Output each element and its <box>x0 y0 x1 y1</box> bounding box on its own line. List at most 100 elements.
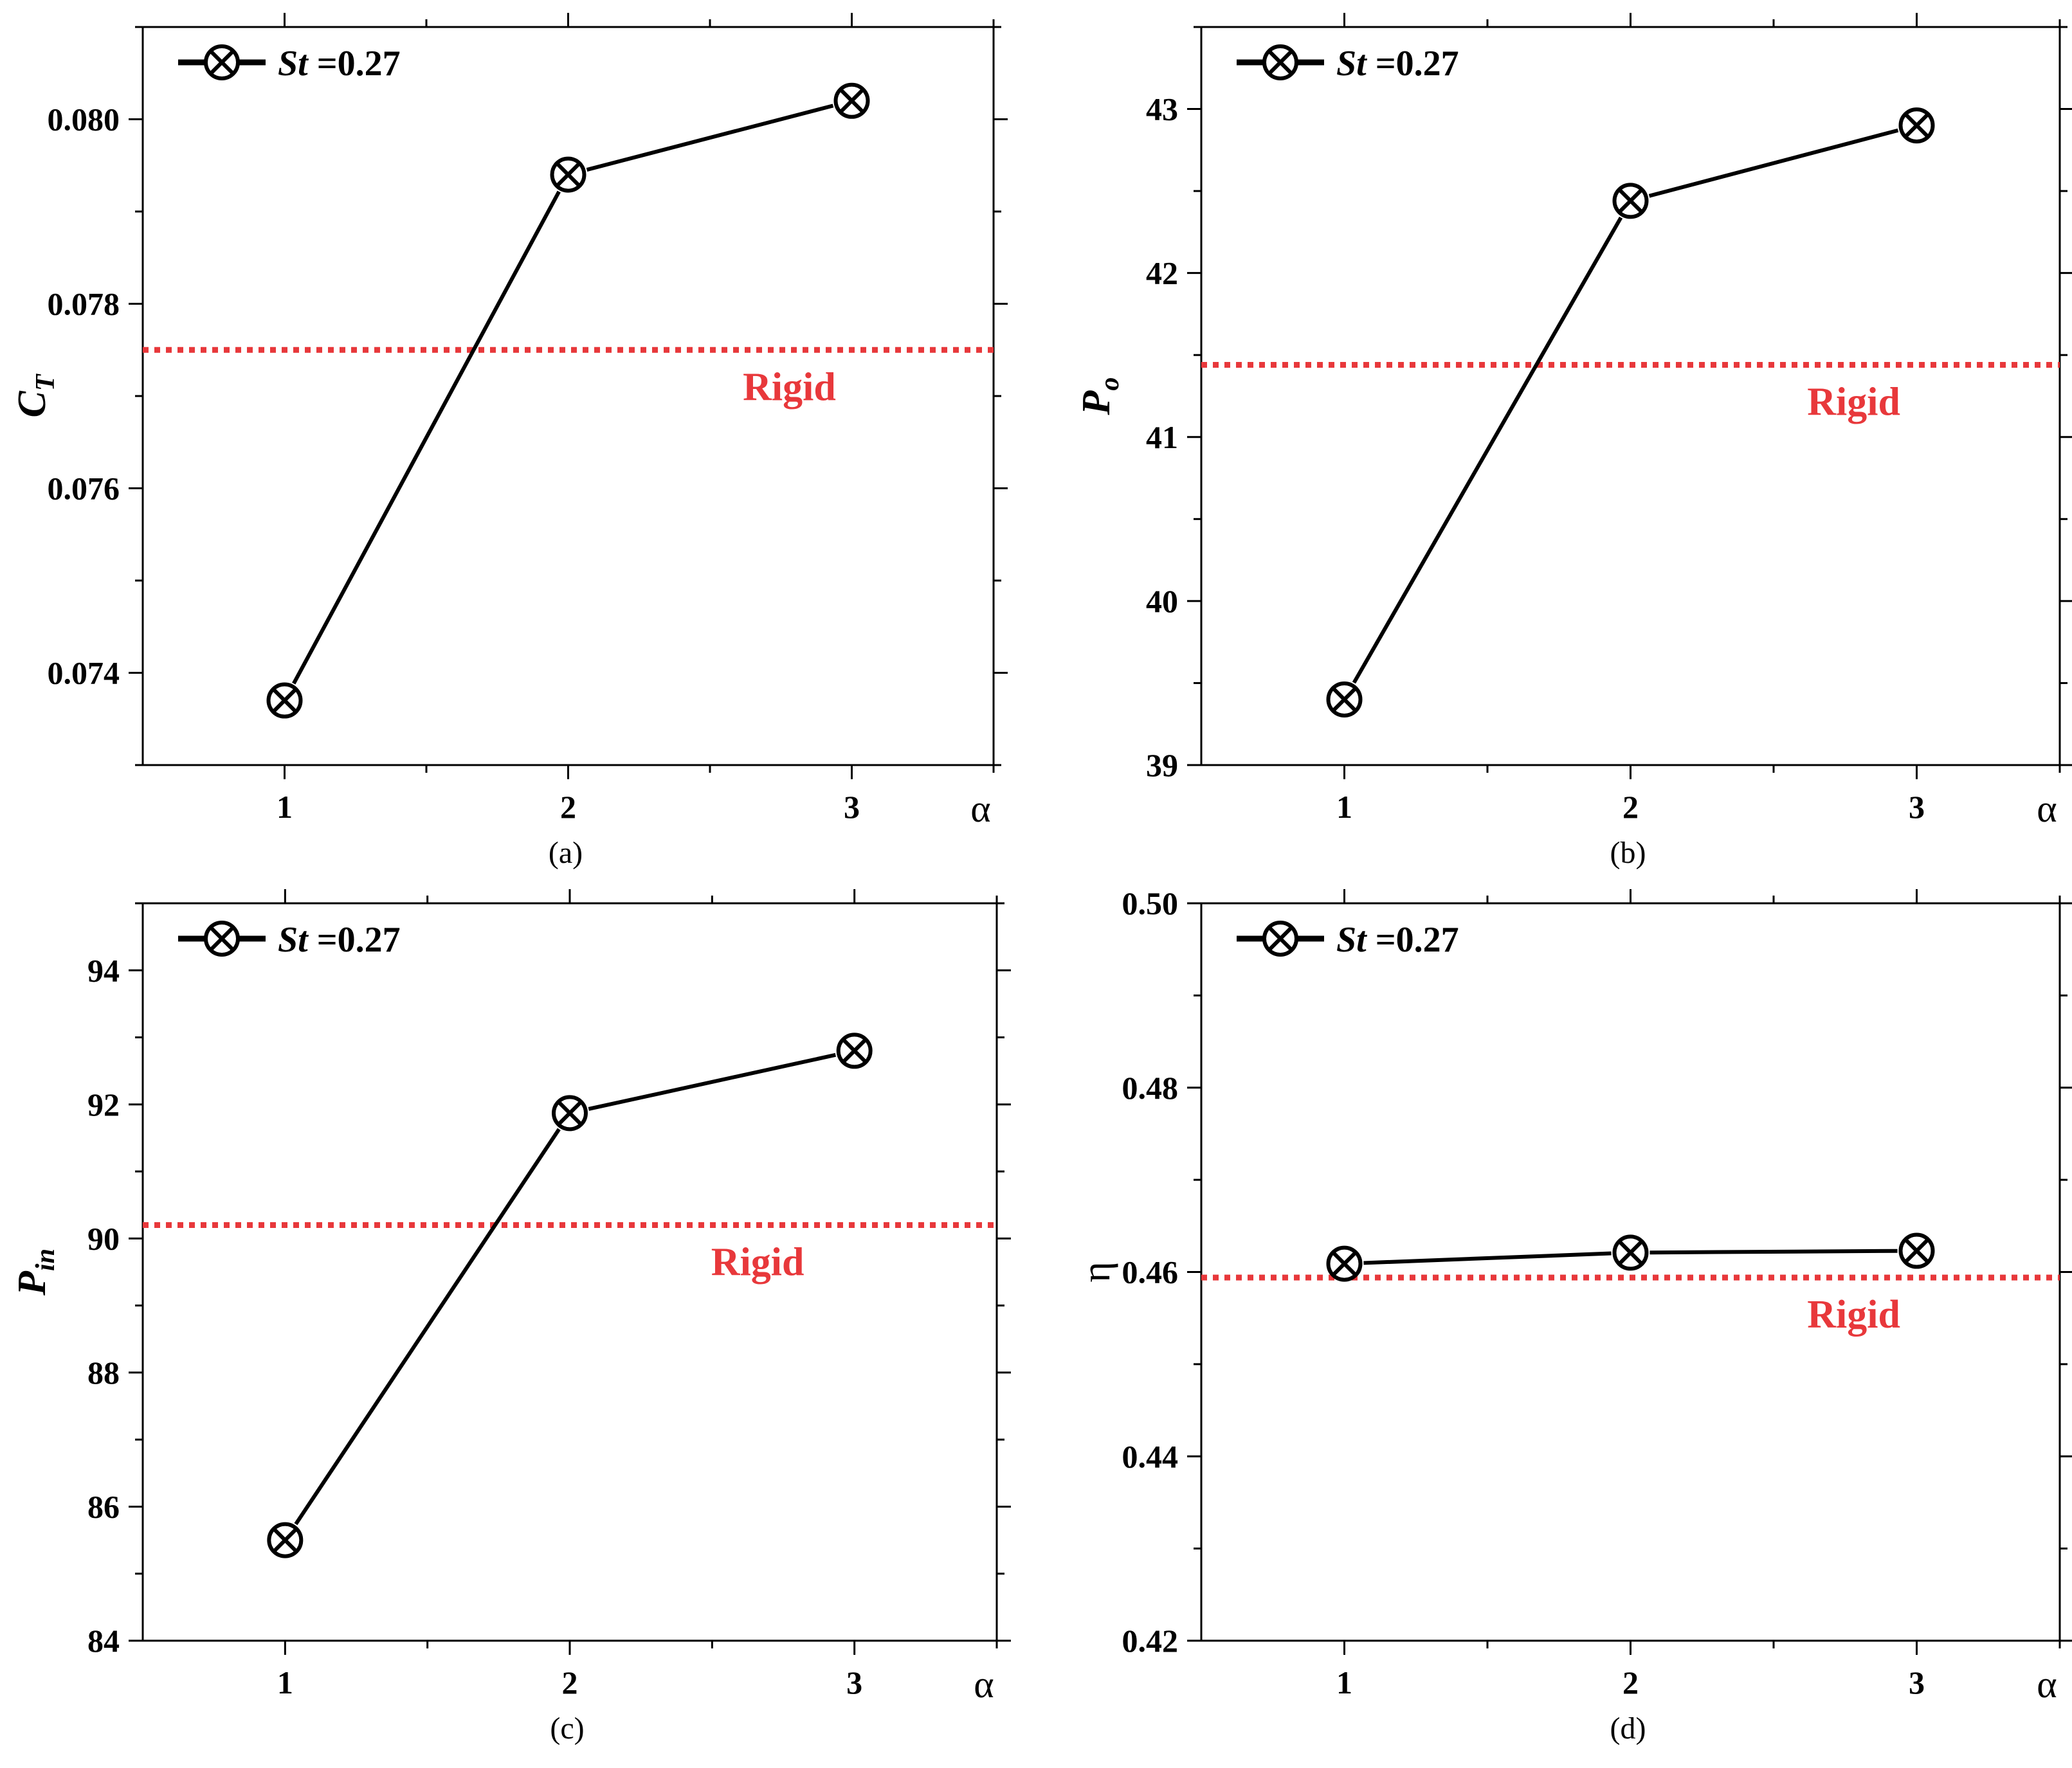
y-tick-label: 39 <box>1146 747 1178 783</box>
data-point-1 <box>266 682 303 719</box>
data-point-2 <box>550 156 586 193</box>
data-point-2 <box>552 1095 588 1132</box>
x-tick-label: 1 <box>1336 1664 1352 1700</box>
y-axis-label-sub: in <box>31 1249 60 1271</box>
x-tick-label: 3 <box>844 789 860 825</box>
y-axis-label: Po <box>1075 377 1125 416</box>
y-tick-label: 41 <box>1146 419 1178 455</box>
data-point-2 <box>1612 183 1649 219</box>
panel-d: 1 2 3 0.42 0.44 0.46 0.48 0.50 α η Rigid St =0.27 (d… <box>1075 885 2072 1745</box>
x-tick-label: 3 <box>846 1664 862 1700</box>
rigid-label: Rigid <box>1807 1293 1900 1337</box>
x-axis-label: α <box>974 1663 994 1706</box>
data-point-3-cross-b <box>1904 112 1930 139</box>
data-point-2-cross-b <box>1617 1240 1644 1266</box>
y-axis-label: η <box>1075 1261 1118 1282</box>
data-point-3-cross-b <box>841 1038 868 1064</box>
data-point-2-cross-b <box>556 1100 583 1126</box>
legend-label-var: St <box>278 44 309 84</box>
data-point-3 <box>1898 1232 1935 1269</box>
data-point-1 <box>267 1522 304 1558</box>
series-segment <box>1352 216 1623 684</box>
series-segment <box>1363 1251 1612 1265</box>
data-point-3 <box>1898 107 1935 144</box>
legend-marker-cross-b <box>1267 49 1294 76</box>
data-point-1-cross-b <box>1331 686 1358 713</box>
data-point-2-cross-b <box>555 161 581 188</box>
legend-marker-cross-b <box>1267 925 1294 952</box>
legend-label: St =0.27 <box>1336 920 1459 960</box>
data-point-1 <box>1326 681 1363 717</box>
legend: St =0.27 <box>1237 920 1459 960</box>
panel-caption: (d) <box>1610 1711 1646 1745</box>
data-point-3-cross-b <box>839 87 865 114</box>
legend-marker <box>204 921 240 957</box>
y-tick-label: 86 <box>87 1488 120 1524</box>
x-tick-label: 3 <box>1909 1664 1925 1700</box>
y-tick-label: 0.074 <box>48 655 120 691</box>
legend-label-value: =0.27 <box>308 44 401 84</box>
x-axis-label: α <box>970 788 990 830</box>
x-axis-label: α <box>2037 1663 2057 1706</box>
y-tick-label: 90 <box>87 1220 120 1256</box>
y-tick-label: 0.44 <box>1122 1438 1179 1474</box>
data-point-1-cross-b <box>271 687 298 714</box>
x-axis-label: α <box>2037 788 2057 830</box>
y-axis-label-main: P <box>10 1270 54 1296</box>
y-tick-label: 92 <box>87 1087 120 1123</box>
data-point-2-cross-b <box>1617 188 1644 214</box>
data-point-3-cross-b <box>1904 1238 1930 1264</box>
y-tick-label: 42 <box>1146 255 1178 291</box>
y-axis-label-main: P <box>1075 390 1118 415</box>
x-tick-label: 1 <box>277 789 293 825</box>
legend-marker <box>1262 44 1298 80</box>
y-tick-label: 84 <box>87 1623 120 1659</box>
x-tick-label: 2 <box>562 1664 578 1700</box>
data-point-1-cross-b <box>1331 1250 1358 1277</box>
y-tick-label: 0.48 <box>1122 1070 1179 1106</box>
y-axis-label-sub: o <box>1095 377 1125 391</box>
rigid-label: Rigid <box>743 365 836 409</box>
y-tick-label: 0.076 <box>48 471 120 507</box>
legend-marker-cross-b <box>208 49 235 76</box>
legend-marker <box>204 44 240 80</box>
legend-marker <box>1262 921 1298 957</box>
series-segment <box>292 190 561 685</box>
legend: St =0.27 <box>178 920 401 960</box>
legend-label: St =0.27 <box>278 920 401 960</box>
legend-label-var: St <box>278 920 309 960</box>
y-tick-label: 0.078 <box>48 286 120 322</box>
series-segment <box>586 104 834 172</box>
series-segment <box>1648 128 1899 198</box>
y-tick-label: 0.080 <box>48 102 120 138</box>
rigid-label: Rigid <box>1807 381 1900 424</box>
legend-marker-cross-b <box>208 925 235 952</box>
x-tick-label: 2 <box>1622 789 1639 825</box>
y-tick-label: 40 <box>1146 583 1178 619</box>
series-segment <box>294 1128 561 1526</box>
legend-label: St =0.27 <box>278 44 401 84</box>
y-tick-label: 88 <box>87 1355 120 1391</box>
y-tick-label: 43 <box>1146 91 1178 127</box>
rigid-label: Rigid <box>711 1241 804 1285</box>
plot-frame <box>1200 26 2061 766</box>
data-point-1 <box>1326 1245 1363 1282</box>
panel-c: 1 2 3 84 86 88 90 92 94 α Pin Rigid St =0.27 (c) <box>10 889 1011 1745</box>
series-segment <box>1649 1249 1898 1255</box>
data-point-1-cross-b <box>272 1527 298 1553</box>
data-point-3 <box>836 1033 873 1069</box>
panel-caption: (b) <box>1610 836 1646 870</box>
series-segment <box>588 1052 837 1111</box>
panel-caption: (c) <box>550 1711 584 1745</box>
data-point-2 <box>1612 1234 1649 1271</box>
y-axis-label: Pin <box>10 1249 60 1296</box>
legend-label-value: =0.27 <box>1367 920 1459 960</box>
panel-a: 1 2 3 0.074 0.076 0.078 0.080 α CT Rigid St =0.27 (… <box>10 13 1008 870</box>
y-tick-label: 0.42 <box>1122 1623 1179 1659</box>
y-tick-label: 0.50 <box>1122 885 1179 921</box>
legend: St =0.27 <box>1237 44 1459 84</box>
plot-frame <box>141 26 995 766</box>
panel-caption: (a) <box>549 836 583 870</box>
y-axis-label-main: C <box>10 391 54 418</box>
